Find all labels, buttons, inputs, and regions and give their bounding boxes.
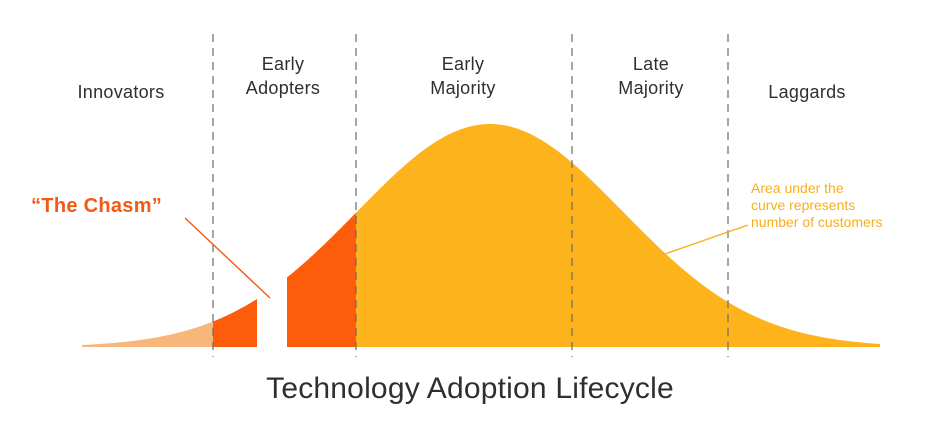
area-annotation: Area under the curve represents number of … xyxy=(751,180,931,231)
segment-label-line: Late xyxy=(632,54,670,74)
segment-label-line: Early xyxy=(261,54,305,74)
segment-label-innovators: Innovators xyxy=(41,80,201,104)
segment-label-early-adopters: Early Adopters xyxy=(203,52,363,100)
area-innovators xyxy=(82,321,213,347)
area-early-adopters-right xyxy=(287,212,356,347)
chasm-pointer-line xyxy=(184,217,271,299)
area-majority-and-laggards xyxy=(356,124,880,347)
segment-label-line: Majority xyxy=(618,78,684,98)
area-early-adopters-left xyxy=(213,298,257,347)
segment-label-early-majority: Early Majority xyxy=(383,52,543,100)
segment-label-late-majority: Late Majority xyxy=(571,52,731,100)
chasm-label: “The Chasm” xyxy=(31,195,163,217)
segment-label-line: Adopters xyxy=(245,78,321,98)
segment-label-line: Laggards xyxy=(768,82,846,102)
area-annotation-line: number of customers xyxy=(751,214,883,230)
segment-label-laggards: Laggards xyxy=(727,80,887,104)
segment-label-line: Majority xyxy=(430,78,496,98)
area-annotation-line: Area under the xyxy=(751,180,844,196)
segment-label-line: Innovators xyxy=(77,82,165,102)
area-annotation-pointer-line xyxy=(661,224,749,256)
area-annotation-line: curve represents xyxy=(751,197,856,213)
diagram-title: Technology Adoption Lifecycle xyxy=(266,372,674,405)
segment-label-line: Early xyxy=(441,54,485,74)
